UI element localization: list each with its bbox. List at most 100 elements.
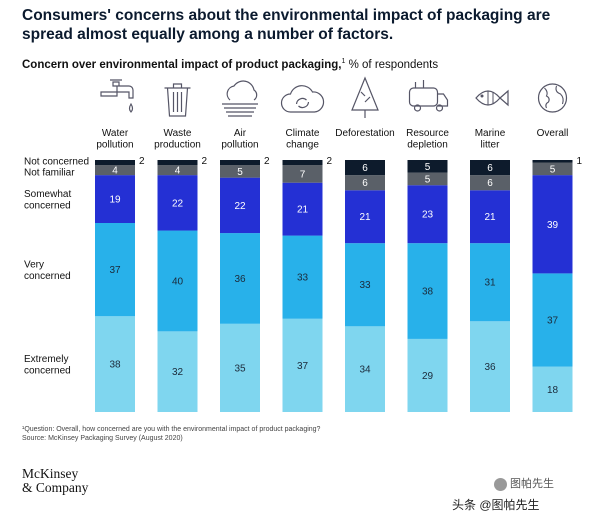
category-label: Overall — [537, 128, 569, 139]
bar-segment — [220, 323, 260, 412]
bar-segment — [345, 175, 385, 191]
data-label: 6 — [362, 163, 368, 174]
bar-segment — [345, 326, 385, 412]
data-label: 21 — [484, 212, 496, 223]
bar-segment — [282, 318, 323, 412]
bar-segment — [220, 165, 260, 178]
bar-segment — [220, 160, 260, 166]
category-label: Water — [102, 128, 129, 139]
bar-segment — [95, 223, 135, 317]
mckinsey-logo: McKinsey & Company — [22, 467, 88, 495]
data-label: 7 — [300, 169, 306, 180]
bar-segment — [407, 172, 448, 186]
bar-segment — [282, 160, 323, 166]
data-label: 6 — [362, 178, 368, 189]
data-label: 40 — [172, 276, 184, 287]
bar-segment — [470, 243, 510, 322]
data-label: 5 — [425, 174, 431, 185]
data-label: 2 — [139, 156, 145, 167]
data-label: 21 — [297, 205, 309, 216]
category-label: Resource — [406, 128, 449, 139]
data-label: 6 — [487, 163, 493, 174]
category-label: litter — [481, 140, 501, 151]
data-label: 2 — [264, 156, 270, 167]
bar-segment — [95, 316, 135, 412]
data-label: 34 — [359, 365, 371, 376]
tanker-truck-icon — [408, 80, 449, 112]
bar-segment — [532, 273, 573, 367]
data-label: 31 — [484, 278, 496, 289]
bar-segment — [407, 185, 448, 244]
data-label: 38 — [109, 360, 121, 371]
logo-line-2: & Company — [22, 480, 89, 495]
bar-segment — [157, 160, 198, 166]
legend-label: Somewhat — [24, 189, 71, 200]
category-label: change — [286, 140, 319, 151]
air-cloud-icon — [222, 80, 258, 117]
watermark-top: 图帕先生 — [494, 475, 554, 491]
data-label: 1 — [577, 156, 583, 167]
footnote: ¹Question: Overall, how concerned are yo… — [22, 425, 320, 443]
category-label: Waste — [164, 128, 192, 139]
globe-icon — [537, 83, 568, 113]
bar-segment — [532, 160, 573, 163]
subtitle-footnote-marker: 1 — [341, 58, 346, 65]
bar-segment — [532, 366, 573, 412]
bar-segment — [282, 165, 323, 183]
legend-label: concerned — [24, 200, 71, 211]
data-label: 37 — [109, 265, 121, 276]
bar-segment — [470, 160, 510, 176]
category-label: Air — [234, 128, 247, 139]
data-label: 33 — [359, 280, 371, 291]
bar-segment — [282, 235, 323, 319]
bar-segment — [407, 160, 448, 173]
bar-segment — [95, 165, 135, 176]
tree-icon — [351, 76, 379, 118]
data-label: 19 — [109, 195, 121, 206]
bar-segment — [157, 165, 198, 176]
category-label: pollution — [221, 140, 258, 151]
category-label: production — [154, 140, 201, 151]
category-label: Marine — [475, 128, 506, 139]
watermark-bottom: 头条 @图帕先生 — [452, 498, 540, 512]
data-label: 39 — [547, 220, 559, 231]
data-label: 22 — [172, 198, 184, 209]
bar-segment — [157, 230, 198, 332]
data-label: 29 — [422, 371, 434, 382]
subtitle-unit: % of respondents — [345, 58, 439, 71]
data-label: 33 — [297, 273, 309, 284]
data-label: 4 — [175, 166, 181, 177]
footnote-source: Source: McKinsey Packaging Survey (Augus… — [22, 435, 183, 442]
data-label: 37 — [297, 361, 309, 372]
data-label: 2 — [327, 156, 333, 167]
data-label: 23 — [422, 210, 434, 221]
bar-segment — [470, 190, 510, 244]
data-label: 6 — [487, 178, 493, 189]
stacked-bar-chart: WaterpollutionWasteproductionAirpollutio… — [24, 76, 583, 412]
faucet-icon — [100, 79, 134, 113]
chart-subtitle: Concern over environmental impact of pro… — [22, 58, 438, 71]
subtitle-main: Concern over environmental impact of pro… — [22, 58, 342, 71]
bar-segment — [470, 321, 510, 412]
bar-segment — [220, 233, 260, 324]
data-label: 5 — [237, 167, 243, 178]
data-label: 38 — [422, 287, 434, 298]
data-label: 2 — [202, 156, 208, 167]
bar-segment — [282, 182, 323, 236]
data-label: 35 — [234, 363, 246, 374]
data-label: 4 — [112, 166, 118, 177]
legend-label: Not concerned — [24, 157, 89, 168]
bar-segment — [470, 175, 510, 191]
legend-label: concerned — [24, 271, 71, 282]
watermark-top-text: 图帕先生 — [510, 478, 554, 490]
legend-label: Extremely — [24, 354, 68, 365]
legend-label: Not familiar — [24, 168, 75, 179]
fish-icon — [475, 89, 509, 107]
bar-segment — [95, 160, 135, 166]
bar-segment — [157, 331, 198, 412]
bar-segment — [407, 243, 448, 339]
climate-cloud-icon — [280, 85, 325, 113]
category-label: Climate — [286, 128, 320, 139]
category-label: Deforestation — [335, 128, 394, 139]
bar-segment — [345, 243, 385, 327]
